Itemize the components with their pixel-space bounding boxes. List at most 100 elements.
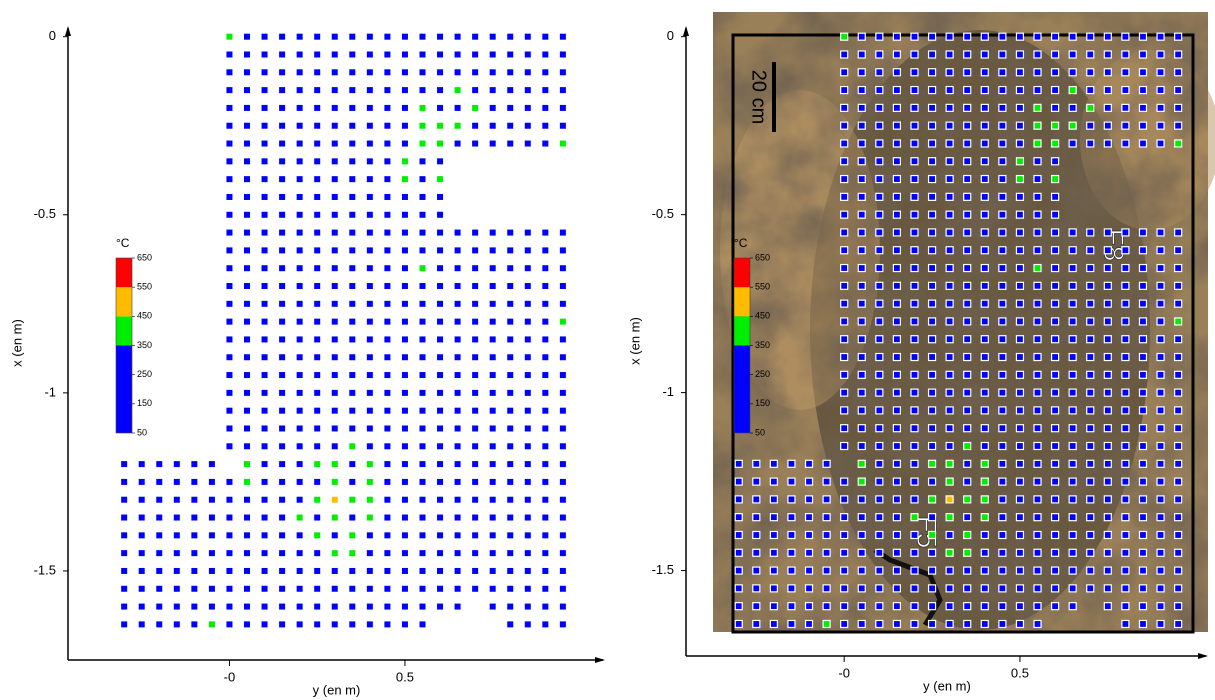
data-point [384, 229, 391, 236]
data-point [366, 354, 373, 361]
data-point [1156, 388, 1165, 397]
data-point [349, 585, 356, 592]
data-point [454, 603, 461, 610]
data-point [524, 567, 531, 574]
data-point [1121, 263, 1130, 273]
data-point [507, 389, 514, 396]
data-point [454, 567, 461, 574]
y-tick-label: -1.5 [34, 562, 56, 577]
data-point [857, 103, 866, 112]
data-point [542, 372, 549, 379]
data-point [296, 300, 303, 307]
data-point [121, 550, 128, 557]
data-point [349, 87, 356, 94]
data-point [437, 318, 444, 325]
data-point [787, 459, 796, 468]
data-point [559, 69, 566, 76]
data-point [1086, 85, 1095, 95]
data-point [910, 352, 919, 362]
data-point [875, 317, 884, 326]
data-point [910, 477, 919, 486]
data-point [857, 174, 866, 184]
data-point [542, 229, 549, 236]
data-point [927, 299, 937, 308]
data-point [226, 87, 233, 94]
data-point [437, 229, 444, 236]
data-point [963, 317, 972, 326]
data-point [910, 530, 919, 540]
data-point [401, 193, 408, 200]
data-point [1103, 459, 1112, 468]
data-point [1033, 85, 1042, 95]
data-point [261, 33, 268, 40]
data-point [963, 619, 972, 629]
data-point [1050, 263, 1060, 273]
data-point [875, 192, 884, 201]
data-point [437, 158, 444, 165]
data-point [437, 51, 444, 58]
data-point [226, 247, 233, 254]
data-point [998, 459, 1007, 468]
data-point [226, 229, 233, 236]
colorbar-label: °C [116, 236, 130, 250]
data-point [1015, 263, 1025, 273]
data-point [366, 567, 373, 574]
data-point [998, 602, 1007, 611]
data-point [1015, 210, 1025, 219]
data-point [840, 406, 849, 415]
data-point [1138, 477, 1148, 486]
data-point [769, 530, 778, 540]
data-point [1050, 513, 1060, 522]
data-point [226, 354, 233, 361]
colorbar-segment [734, 316, 750, 346]
data-point [1174, 352, 1183, 362]
data-point [1156, 370, 1165, 379]
data-point [349, 532, 356, 539]
data-point [1156, 441, 1165, 451]
data-point [489, 603, 496, 610]
data-point [1033, 32, 1042, 41]
data-point [173, 514, 180, 521]
colorbar-segment [734, 345, 750, 433]
data-point [840, 192, 849, 201]
data-point [1050, 32, 1060, 41]
data-point [472, 407, 479, 414]
data-point [1121, 317, 1130, 326]
data-point [840, 335, 849, 344]
data-point [927, 68, 937, 77]
data-point [261, 443, 268, 450]
data-point [156, 603, 163, 610]
scale-bar-label: 20 cm [748, 70, 770, 124]
data-point [1174, 335, 1183, 344]
data-point [1086, 139, 1095, 148]
data-point [472, 550, 479, 557]
data-point [437, 407, 444, 414]
data-point [261, 496, 268, 503]
data-point [857, 530, 866, 540]
data-point [314, 158, 321, 165]
data-point [910, 139, 919, 148]
colorbar-tick-label: 450 [755, 311, 770, 321]
data-point [542, 514, 549, 521]
data-point [349, 176, 356, 183]
data-point [524, 247, 531, 254]
data-point [366, 318, 373, 325]
data-point [384, 443, 391, 450]
data-point [559, 318, 566, 325]
data-point [156, 478, 163, 485]
data-point [349, 354, 356, 361]
data-point [945, 370, 954, 379]
data-point [524, 318, 531, 325]
data-point [261, 87, 268, 94]
data-point [945, 246, 954, 255]
data-point [507, 300, 514, 307]
data-point [980, 192, 989, 201]
data-point [524, 603, 531, 610]
data-point [1050, 85, 1060, 95]
data-point [998, 441, 1007, 451]
data-point [998, 85, 1007, 95]
data-point [454, 585, 461, 592]
data-point [822, 548, 831, 557]
data-point [1138, 513, 1148, 522]
data-point [875, 335, 884, 344]
